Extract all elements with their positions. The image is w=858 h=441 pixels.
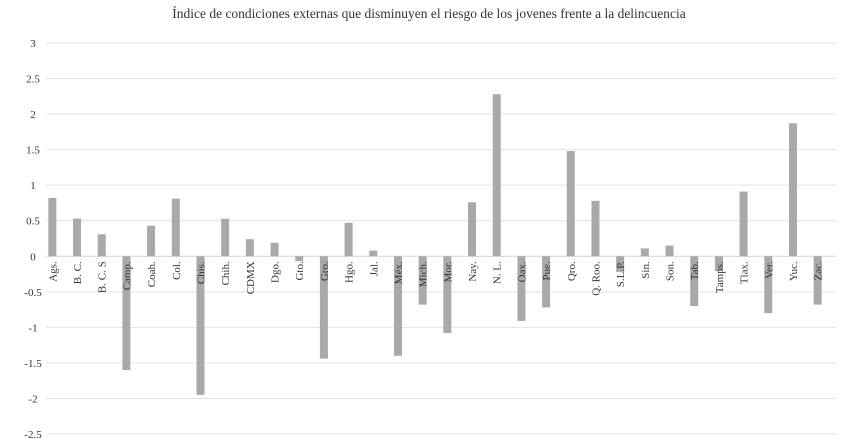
bar (492, 94, 501, 257)
x-tick-label: N. L. (492, 261, 504, 284)
x-tick-label: Son. (665, 261, 677, 281)
bar (344, 222, 353, 257)
y-tick-label: -2 (28, 393, 37, 405)
x-tick-label: Méx. (393, 261, 405, 284)
x-tick-label: Gro. (319, 261, 331, 281)
bar (566, 151, 575, 257)
bar (690, 256, 699, 307)
y-tick-label: 1 (30, 180, 36, 192)
x-tick-label: Gto. (294, 261, 306, 281)
bars (48, 94, 822, 395)
bar (48, 197, 57, 257)
x-tick-label: Q. Roo. (590, 261, 602, 296)
x-tick-label: Dgo. (270, 261, 282, 283)
y-tick-label: 0 (30, 251, 36, 263)
x-tick-label: Mor. (442, 261, 454, 282)
bar (393, 256, 402, 356)
chart-title: Índice de condiciones externas que dismi… (172, 6, 686, 21)
x-tick-label: Sin. (640, 261, 652, 279)
x-tick-label: Col. (171, 261, 183, 280)
bar (319, 256, 328, 359)
x-tick-label: Mich. (418, 261, 430, 287)
bar (221, 218, 230, 257)
x-tick-label: Jal. (368, 261, 380, 276)
bar (640, 248, 649, 257)
x-tick-label: Nay. (467, 261, 479, 282)
x-tick-label: Ags. (47, 261, 59, 282)
y-tick-label: 3 (30, 38, 36, 50)
x-tick-label: Pue. (541, 261, 553, 281)
y-tick-label: -0.5 (24, 287, 42, 299)
y-tick-label: -2.5 (24, 429, 42, 441)
x-tick-label: Hgo. (344, 261, 356, 283)
bar (171, 198, 180, 257)
x-tick-label: Coah. (146, 261, 158, 287)
bar (665, 245, 674, 257)
bar (122, 256, 131, 371)
y-tick-label: 1.5 (26, 145, 40, 157)
bar (147, 225, 156, 257)
x-tick-label: B. C. S (97, 261, 109, 293)
y-tick-label: -1.5 (24, 358, 42, 370)
x-tick-label: S.L.P. (615, 261, 627, 287)
bar (739, 191, 748, 257)
x-tick-label: Yuc. (788, 261, 800, 281)
y-axis-tick-labels: 3 2.5 2 1.5 1 0.5 0 -0.5 -1 -1.5 -2 -2.5 (24, 38, 42, 441)
bar (542, 256, 551, 308)
x-tick-label: Camp. (121, 261, 133, 290)
gridlines (46, 42, 836, 435)
bar (591, 200, 600, 257)
bar (97, 234, 106, 257)
x-tick-label: Ver. (763, 261, 775, 279)
bar (369, 250, 378, 257)
x-tick-label: Chis. (195, 261, 207, 284)
x-tick-label: Oax. (516, 261, 528, 282)
y-tick-label: -1 (28, 322, 37, 334)
x-tick-label: Tamps. (714, 261, 726, 293)
x-axis-category-labels: Ags. B. C. B. C. S Camp. Coah. Col. Chis. Chih.… (47, 261, 824, 296)
bar (468, 202, 477, 257)
bar (813, 256, 822, 305)
bar (788, 123, 797, 257)
x-tick-label: CDMX (245, 261, 257, 294)
x-tick-label: Tlax. (739, 261, 751, 284)
bar (196, 256, 205, 395)
y-tick-label: 0.5 (26, 216, 40, 228)
bar (443, 256, 452, 334)
x-tick-label: Qro. (566, 261, 578, 281)
bar (245, 239, 254, 257)
x-tick-label: B. C. (72, 261, 84, 284)
x-tick-label: Zac. (813, 261, 825, 280)
bar (295, 256, 304, 262)
bar (714, 256, 723, 272)
bar (73, 218, 82, 257)
x-tick-label: Chih. (220, 261, 232, 285)
bar (764, 256, 773, 314)
bar (616, 256, 625, 272)
x-tick-label: Tab. (689, 261, 701, 280)
bar (517, 256, 526, 321)
bar (418, 256, 427, 305)
bar (270, 242, 279, 257)
y-tick-label: 2 (30, 109, 36, 121)
y-tick-label: 2.5 (26, 74, 40, 86)
